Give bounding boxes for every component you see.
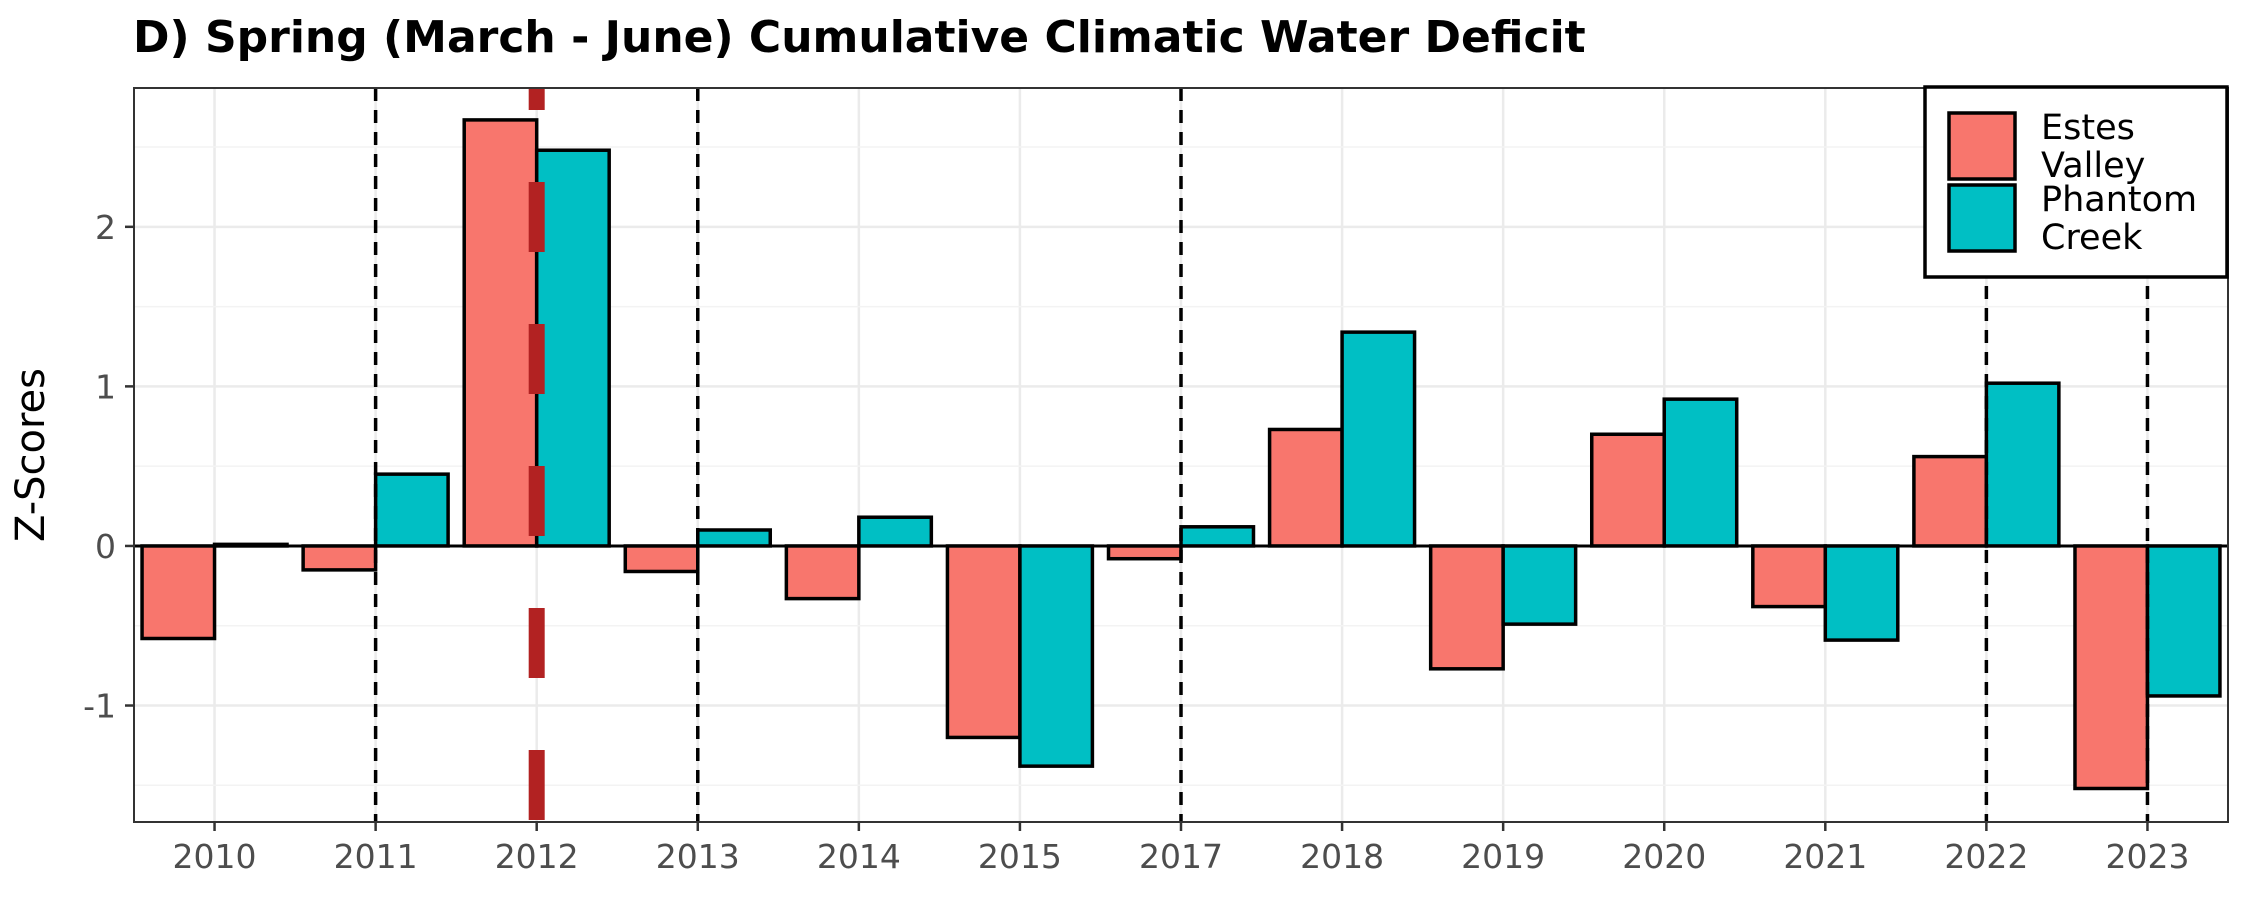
x-tick-label-2019: 2019 [1461,837,1545,876]
legend-label-estes-valley: Valley [2041,146,2145,186]
y-tick-label: 1 [95,367,116,406]
x-tick-label-2012: 2012 [495,837,579,876]
bar-estes-valley-2013 [623,544,700,574]
chart-title: D) Spring (March - June) Cumulative Clim… [133,12,1586,63]
bar-phantom-creek-2015 [1018,544,1095,768]
x-tick-label-2014: 2014 [817,837,901,876]
bar-estes-valley-2012 [462,118,539,548]
bar-estes-valley-2011 [301,544,378,572]
x-tick-label-2010: 2010 [173,837,257,876]
bar-phantom-creek-2022 [1984,381,2061,548]
x-tick-label-2018: 2018 [1300,837,1384,876]
bar-estes-valley-2018 [1267,427,1344,548]
bar-phantom-creek-2023 [2145,544,2222,698]
bar-phantom-creek-2019 [1501,544,1578,626]
bar-phantom-creek-2014 [857,515,934,548]
legend-label-phantom-creek: Phantom [2041,180,2197,220]
axes: 2010 2011 2012 2013 2014 2015 2017 2018 2019 2020… [83,208,2189,876]
bar-estes-valley-2015 [945,544,1022,740]
bar-estes-valley-2019 [1428,544,1505,671]
legend-key-phantom-creek [1947,183,2017,253]
bar-estes-valley-2023 [2073,544,2150,791]
bar-phantom-creek-2011 [373,472,450,548]
y-tick-label: 0 [95,527,116,566]
y-tick-label: -1 [83,687,116,726]
y-axis-title: Z-Scores [8,368,54,542]
bar-estes-valley-2010 [140,544,217,641]
bar-phantom-creek-2012 [534,148,611,548]
x-tick-label-2015: 2015 [978,837,1062,876]
bar-phantom-creek-2017 [1179,525,1256,548]
bar-estes-valley-2022 [1912,454,1989,548]
legend-label-estes-valley: Estes [2041,108,2135,148]
x-tick-label-2021: 2021 [1783,837,1867,876]
bar-estes-valley-2020 [1589,432,1666,548]
bar-phantom-creek-2020 [1662,397,1739,548]
x-tick-label-2020: 2020 [1622,837,1706,876]
x-tick-label-2013: 2013 [656,837,740,876]
legend-label-phantom-creek: Creek [2041,218,2143,258]
bar-phantom-creek-2013 [696,528,773,548]
bar-estes-valley-2014 [784,544,861,601]
bar-estes-valley-2017 [1106,544,1183,561]
x-tick-label-2017: 2017 [1139,837,1223,876]
x-tick-label-2023: 2023 [2105,837,2189,876]
bar-estes-valley-2021 [1751,544,1828,609]
y-tick-label: 2 [95,208,116,247]
x-tick-label-2011: 2011 [334,837,418,876]
legend-key-estes-valley [1947,111,2017,181]
bar-phantom-creek-2018 [1340,330,1417,548]
x-tick-label-2022: 2022 [1944,837,2028,876]
bar-phantom-creek-2021 [1823,544,1900,642]
